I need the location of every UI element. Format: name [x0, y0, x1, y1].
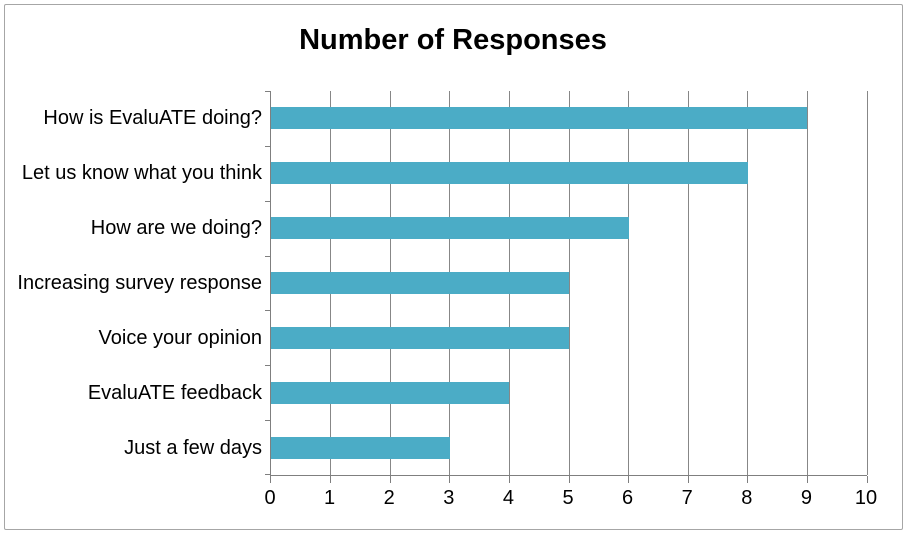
x-tick-label: 6 — [622, 487, 634, 509]
gridline — [628, 91, 630, 475]
x-axis-tick — [389, 476, 391, 483]
bar-5 — [271, 381, 510, 404]
x-axis-tick — [687, 476, 689, 483]
chart-title: Number of Responses — [299, 24, 607, 56]
x-axis-tick — [866, 476, 868, 483]
x-axis-tick — [508, 476, 510, 483]
x-axis-tick — [270, 476, 271, 483]
y-axis-tick — [265, 365, 271, 367]
x-axis-tick — [330, 476, 332, 483]
category-label: EvaluATE feedback — [87, 381, 262, 404]
x-axis-tick — [806, 476, 808, 483]
y-axis-tick — [265, 255, 271, 257]
x-axis-tick — [449, 476, 451, 483]
category-label: How are we doing? — [90, 217, 262, 240]
x-tick-label: 2 — [383, 487, 395, 509]
category-label: How is EvaluATE doing? — [43, 107, 262, 130]
x-tick-label: 9 — [800, 487, 812, 509]
bar-3 — [271, 272, 569, 294]
y-axis-tick — [265, 310, 271, 312]
category-label: Increasing survey response — [17, 272, 262, 294]
bar-4 — [271, 326, 569, 349]
x-tick-label: 10 — [854, 487, 878, 509]
category-label: Let us know what you think — [21, 162, 262, 185]
bar-0 — [271, 107, 808, 130]
x-axis-tick — [628, 476, 630, 483]
bar-2 — [271, 217, 629, 240]
x-tick-label: 5 — [562, 487, 574, 509]
gridline — [806, 91, 808, 475]
gridline — [866, 91, 868, 475]
x-tick-label: 7 — [681, 487, 693, 509]
category-label: Just a few days — [124, 436, 262, 459]
bar-6 — [271, 436, 450, 459]
gridline — [568, 91, 570, 475]
x-tick-label: 8 — [741, 487, 753, 509]
x-tick-label: 4 — [502, 487, 514, 509]
bar-1 — [271, 162, 748, 185]
gridline — [687, 91, 689, 475]
x-tick-label: 1 — [324, 487, 336, 509]
y-axis-tick — [265, 200, 271, 202]
x-tick-label: 3 — [443, 487, 455, 509]
y-axis-tick — [265, 420, 271, 422]
plot-area — [265, 91, 868, 483]
x-axis-tick — [747, 476, 749, 483]
x-axis-tick — [568, 476, 570, 483]
category-label: Voice your opinion — [98, 326, 262, 349]
x-tick-label: 0 — [264, 487, 276, 509]
y-axis-tick — [265, 145, 271, 147]
y-axis-tick — [265, 474, 271, 475]
y-axis-tick — [265, 91, 271, 92]
gridline — [747, 91, 749, 475]
